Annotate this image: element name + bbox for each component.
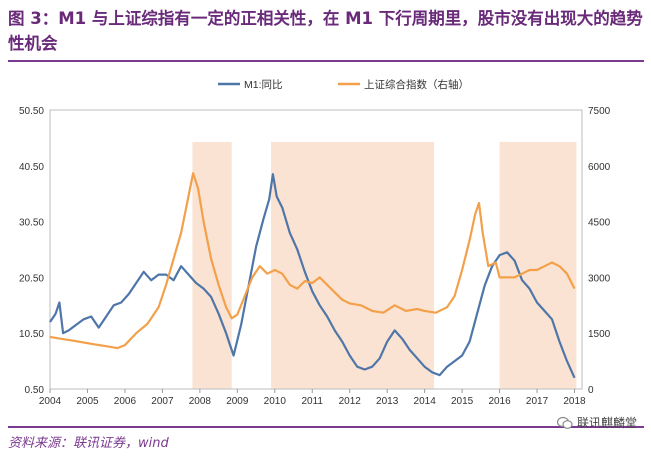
legend-entry: 上证综合指数（右轴） xyxy=(364,78,469,91)
right-tick-label: 1500 xyxy=(588,329,611,340)
watermark-text: 联讯麒麟堂 xyxy=(576,416,637,430)
x-tick-label: 2018 xyxy=(563,396,586,407)
series-line-m1 xyxy=(49,173,576,379)
right-tick-label: 7500 xyxy=(588,106,611,117)
series-lines xyxy=(49,172,576,379)
x-axis-ticks: 2004 2005 2006 2007 2008 2009 2010 2011 2012 2013… xyxy=(39,389,586,407)
x-tick-label: 2011 xyxy=(301,396,323,407)
left-tick-label: 20.50 xyxy=(19,273,44,284)
legend: M1:同比 上证综合指数（右轴） xyxy=(218,78,469,91)
wechat-icon xyxy=(556,416,573,429)
right-tick-label: 4500 xyxy=(588,218,611,229)
chart-svg: 0.50 10.50 20.50 30.50 40.50 50.50 0 1500 3000 4… xyxy=(19,78,611,407)
x-tick-label: 2006 xyxy=(114,396,137,407)
x-tick-label: 2016 xyxy=(488,396,511,407)
watermark: 联讯麒麟堂 xyxy=(556,414,637,431)
x-tick-label: 2013 xyxy=(376,396,399,407)
x-tick-label: 2009 xyxy=(226,396,249,407)
x-tick-label: 2010 xyxy=(264,396,287,407)
series-line-sse xyxy=(49,172,576,350)
x-tick-label: 2014 xyxy=(414,396,437,407)
right-axis-ticks: 0 1500 3000 4500 6000 7500 xyxy=(588,106,611,396)
source-note: 资料来源：联讯证券，wind xyxy=(8,436,169,451)
x-tick-label: 2005 xyxy=(76,396,99,407)
plot-frame xyxy=(49,109,583,390)
x-tick-label: 2007 xyxy=(151,396,174,407)
legend-entry: M1:同比 xyxy=(244,78,283,91)
left-tick-label: 10.50 xyxy=(19,329,44,340)
x-tick-label: 2008 xyxy=(189,396,212,407)
footer-divider xyxy=(8,426,644,428)
shaded-period-1 xyxy=(271,142,435,389)
left-axis-ticks: 0.50 10.50 20.50 30.50 40.50 50.50 xyxy=(19,106,44,396)
shaded-period-2 xyxy=(499,142,577,389)
x-tick-label: 2017 xyxy=(526,396,549,407)
left-tick-label: 50.50 xyxy=(19,106,44,117)
shaded-periods xyxy=(192,142,577,389)
x-tick-label: 2004 xyxy=(39,396,62,407)
page-title: 图 3：M1 与上证综指有一定的正相关性，在 M1 下行周期里，股市没有出现大的… xyxy=(8,9,643,53)
left-tick-label: 0.50 xyxy=(25,385,45,396)
chart-axes xyxy=(49,109,583,390)
x-tick-label: 2012 xyxy=(339,396,362,407)
right-tick-label: 0 xyxy=(588,385,594,396)
left-tick-label: 40.50 xyxy=(19,162,44,173)
right-tick-label: 6000 xyxy=(588,162,611,173)
title-divider xyxy=(8,60,644,62)
x-tick-label: 2015 xyxy=(451,396,474,407)
right-tick-label: 3000 xyxy=(588,273,611,284)
left-tick-label: 30.50 xyxy=(19,218,44,229)
